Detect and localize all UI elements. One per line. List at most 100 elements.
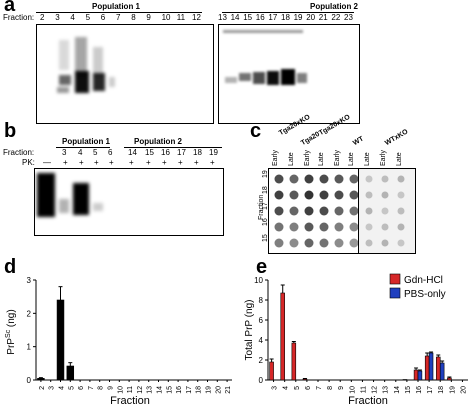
dot-blot-spot bbox=[289, 190, 299, 200]
x-tick-label: 3 bbox=[272, 386, 279, 390]
fraction-number: 3 bbox=[55, 13, 60, 22]
x-tick-label: 11 bbox=[127, 386, 134, 393]
panel-a-label: a bbox=[4, 0, 16, 16]
x-tick-label: 8 bbox=[327, 386, 334, 390]
dot-blot-spot bbox=[304, 174, 314, 184]
dot-blot-spot bbox=[304, 206, 314, 216]
b-population-1-label: Population 1 bbox=[62, 137, 110, 146]
dot-blot-column-label: Late bbox=[348, 152, 355, 166]
b-fraction-number: 4 bbox=[78, 148, 83, 157]
x-tick-label: 18 bbox=[196, 386, 203, 394]
dot-blot-group-label: WTxKO bbox=[384, 128, 410, 148]
b-fraction-number: 18 bbox=[193, 148, 202, 157]
dot-blot-spot bbox=[349, 222, 359, 232]
b-population-2-bracket bbox=[124, 147, 222, 148]
western-blot-pk bbox=[34, 168, 224, 236]
dot-blot-spot bbox=[274, 222, 284, 232]
fraction-number: 5 bbox=[85, 13, 91, 22]
fraction-number: 15 bbox=[243, 13, 253, 22]
dot-blot-spot bbox=[304, 222, 314, 232]
dot-blot-spot bbox=[319, 238, 329, 248]
b-fraction-number: 17 bbox=[177, 148, 186, 157]
b-pk-marker: + bbox=[129, 158, 134, 167]
fraction-number: 12 bbox=[192, 13, 201, 22]
dot-blot-spot bbox=[334, 190, 344, 200]
x-tick-label: 2 bbox=[39, 386, 46, 390]
dot-blot-column-label: Early bbox=[272, 150, 279, 166]
dot-blot-column-label: Late bbox=[318, 152, 325, 166]
dot-blot-spot bbox=[365, 239, 373, 247]
panel-b-label: b bbox=[4, 120, 17, 142]
bar bbox=[280, 292, 285, 381]
bar bbox=[66, 365, 75, 381]
x-tick-label: 19 bbox=[206, 386, 213, 394]
dot-blot-spot bbox=[349, 238, 359, 248]
x-tick-label: 12 bbox=[137, 386, 144, 394]
x-tick-label: 20 bbox=[460, 386, 467, 394]
x-tick-label: 9 bbox=[338, 386, 345, 390]
dot-blot-spot bbox=[304, 238, 314, 248]
fraction-number: 10 bbox=[161, 13, 171, 22]
population-1-bracket bbox=[36, 12, 202, 13]
ylabel-main: PrP bbox=[6, 338, 17, 355]
bar bbox=[424, 355, 430, 381]
dot-blot-spot bbox=[274, 174, 284, 184]
panel-c-label: c bbox=[250, 120, 262, 142]
fraction-number: 13 bbox=[218, 13, 227, 22]
chart-d-xlabel: Fraction bbox=[110, 395, 150, 407]
x-tick-label: 7 bbox=[316, 386, 323, 390]
x-tick-label: 15 bbox=[166, 386, 173, 394]
fraction-number: 17 bbox=[268, 13, 278, 22]
dot-blot-spot bbox=[334, 206, 344, 216]
dot-blot-spot bbox=[381, 223, 389, 231]
fraction-number: 14 bbox=[230, 13, 240, 22]
x-tick-label: 9 bbox=[108, 386, 115, 390]
x-tick-label: 4 bbox=[283, 386, 290, 390]
bar bbox=[37, 378, 45, 381]
dot-blot-group-label: WT bbox=[352, 135, 365, 148]
x-tick-label: 17 bbox=[186, 386, 193, 394]
x-tick-label: 14 bbox=[157, 386, 164, 394]
dot-blot-spot bbox=[381, 239, 389, 247]
b-pk-marker: — bbox=[43, 158, 51, 167]
b-pk-marker: + bbox=[79, 158, 84, 167]
x-tick-label: 12 bbox=[372, 386, 379, 394]
b-pk-marker: + bbox=[63, 158, 68, 167]
b-fraction-number: 6 bbox=[108, 148, 113, 157]
bar bbox=[302, 378, 308, 381]
dot-blot-spot bbox=[381, 175, 389, 183]
y-tick-label: 6 bbox=[259, 316, 264, 325]
dot-blot-spot bbox=[319, 222, 329, 232]
dot-blot-spot bbox=[349, 206, 359, 216]
dot-blot-spot bbox=[319, 206, 329, 216]
chart-d-ylabel: PrPSc (ng) bbox=[5, 309, 17, 354]
dot-blot-column-label: Early bbox=[304, 150, 311, 166]
panel-d-label: d bbox=[4, 256, 17, 278]
b-pk-marker: + bbox=[194, 158, 199, 167]
fraction-number: 7 bbox=[116, 13, 121, 22]
fraction-number: 21 bbox=[318, 13, 328, 22]
population-1-label: Population 1 bbox=[92, 2, 140, 11]
bar bbox=[269, 361, 274, 381]
dot-blot-spot bbox=[349, 190, 359, 200]
western-blot-population-1 bbox=[36, 24, 214, 124]
x-tick-label: 16 bbox=[416, 386, 423, 394]
b-fraction-number: 14 bbox=[128, 148, 137, 157]
y-tick-label: 10 bbox=[254, 276, 263, 285]
y-tick-label: 0 bbox=[259, 376, 264, 385]
ylabel-unit: (ng) bbox=[6, 309, 17, 330]
x-tick-label: 18 bbox=[438, 386, 445, 394]
x-tick-label: 5 bbox=[294, 386, 301, 390]
bar bbox=[291, 342, 297, 381]
x-tick-label: 10 bbox=[349, 386, 356, 394]
x-tick-label: 15 bbox=[405, 386, 412, 394]
x-tick-label: 16 bbox=[176, 386, 183, 394]
dot-blot-spot bbox=[289, 222, 299, 232]
population-2-bracket bbox=[222, 12, 354, 13]
dot-blot-spot bbox=[289, 238, 299, 248]
b-pk-marker: + bbox=[178, 158, 183, 167]
dot-blot-spot bbox=[334, 174, 344, 184]
bar bbox=[439, 362, 445, 381]
